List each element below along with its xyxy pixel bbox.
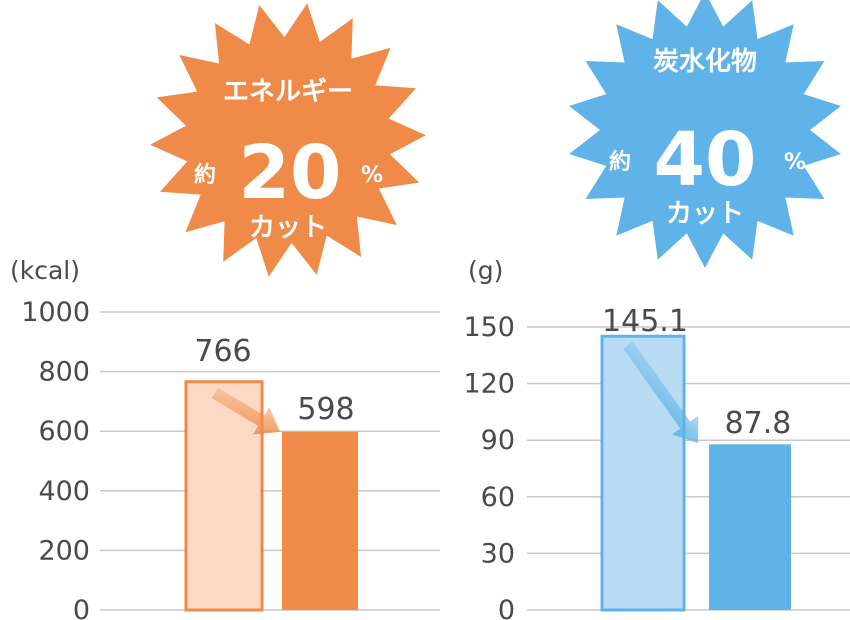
carb-chart: 0 30 60 90 120 150 (g) 145.1 87.8: [463, 256, 850, 620]
badge-suffix: カット: [249, 213, 327, 243]
data-label: 598: [297, 392, 354, 427]
data-label: 145.1: [602, 304, 688, 339]
y-tick-label: 60: [481, 482, 515, 513]
y-tick-label: 800: [38, 357, 90, 388]
y-tick-label: 0: [498, 595, 515, 620]
badge-percent-sign: %: [784, 150, 806, 175]
reduction-arrow-shape: [211, 387, 281, 435]
y-tick-label: 120: [463, 369, 515, 400]
reduction-arrow: [211, 387, 281, 435]
data-label: 766: [194, 334, 251, 369]
reduction-arrow-shape: [623, 341, 699, 444]
badge-prefix: 約: [609, 149, 631, 175]
badge-prefix: 約: [194, 162, 216, 188]
y-tick-label: 400: [38, 476, 90, 507]
charts-layer: 0 200 400 600 800 1000 (kcal) 766 598 0 30 60 90 120 1…: [10, 256, 850, 620]
reduction-arrow: [623, 341, 699, 444]
badge-percentage: 20: [239, 130, 342, 216]
bar-before: [600, 334, 686, 612]
y-tick-label: 90: [481, 425, 515, 456]
bar-after: [282, 431, 358, 610]
y-tick-label: 30: [481, 538, 515, 569]
bar-after: [709, 444, 791, 610]
badge-title: 炭水化物: [653, 47, 757, 77]
energy-chart: 0 200 400 600 800 1000 (kcal) 766 598: [10, 256, 440, 620]
unit-label: (kcal): [10, 256, 80, 285]
badge-title: エネルギー: [223, 77, 353, 107]
y-tick-label: 600: [38, 416, 90, 447]
starburst-shape: [150, 3, 426, 277]
badge-suffix: カット: [666, 199, 744, 229]
badge-percent-sign: %: [361, 163, 383, 188]
y-tick-label: 1000: [21, 297, 90, 328]
y-tick-label: 0: [73, 595, 90, 620]
data-label: 87.8: [725, 406, 792, 441]
unit-label: (g): [468, 256, 503, 285]
starburst-shape: [569, 0, 841, 268]
y-tick-label: 150: [463, 312, 515, 343]
y-tick-label: 200: [38, 535, 90, 566]
badge-percentage: 40: [654, 117, 757, 203]
